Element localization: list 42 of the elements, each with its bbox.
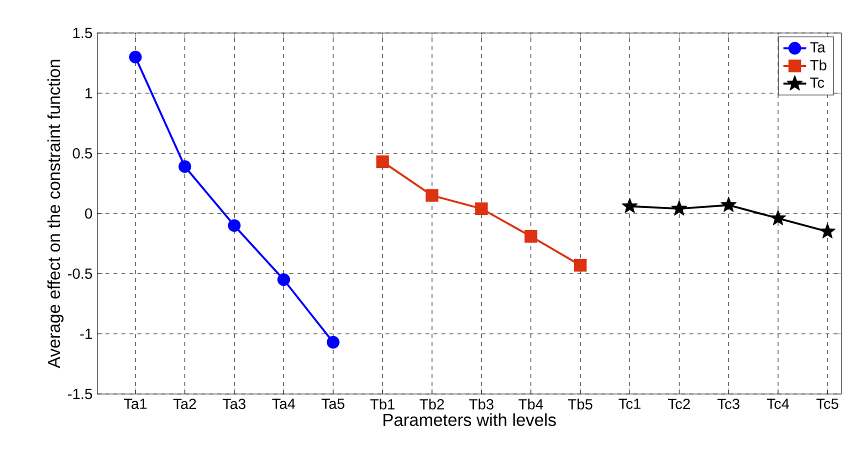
y-tick-label: -1 xyxy=(80,328,92,339)
legend-label: Ta xyxy=(810,42,826,52)
point xyxy=(475,202,488,216)
point xyxy=(574,258,587,272)
x-tick-label: Ta3 xyxy=(222,398,246,410)
x-tick-label: Ta5 xyxy=(322,398,344,409)
point xyxy=(326,336,340,349)
x-tick-label: Tb4 xyxy=(518,398,544,410)
x-tick-label: Ta2 xyxy=(173,398,196,410)
point xyxy=(178,160,192,173)
legend-label: Tb xyxy=(810,60,826,70)
y-tick-label: -1.5 xyxy=(68,388,92,400)
y-tick-label: 0.5 xyxy=(72,148,92,159)
x-tick-label: Tb3 xyxy=(469,398,494,410)
legend-label: Tc xyxy=(810,78,824,88)
point xyxy=(277,273,290,286)
x-tick-label: Tc1 xyxy=(618,398,640,409)
y-tick-label: -0.5 xyxy=(68,268,92,279)
point xyxy=(770,210,786,226)
y-tick-label: 0 xyxy=(85,208,92,219)
point xyxy=(720,196,737,212)
x-tick-label: Tc4 xyxy=(766,398,790,409)
x-tick-label: Ta4 xyxy=(272,398,296,409)
y-tick-label: 1 xyxy=(86,88,92,98)
x-tick-label: Ta1 xyxy=(124,398,147,409)
x-tick-label: Tc5 xyxy=(816,398,838,409)
point xyxy=(524,230,538,243)
point xyxy=(228,219,241,232)
x-tick-label: Tb2 xyxy=(420,398,444,410)
x-tick-label: Tc3 xyxy=(718,398,740,410)
x-axis-title: Parameters with levels xyxy=(384,413,556,426)
point xyxy=(376,155,389,168)
point xyxy=(820,223,836,238)
x-tick-label: Tb1 xyxy=(370,398,394,410)
x-tick-label: Tc2 xyxy=(668,398,690,410)
point xyxy=(622,198,638,214)
x-tick-label: Tb5 xyxy=(568,398,592,410)
y-axis-title: Average effect on the constraint function xyxy=(47,60,64,368)
point xyxy=(426,189,438,202)
point xyxy=(129,50,142,64)
point xyxy=(671,200,688,216)
y-tick-label: 1.5 xyxy=(73,28,92,38)
